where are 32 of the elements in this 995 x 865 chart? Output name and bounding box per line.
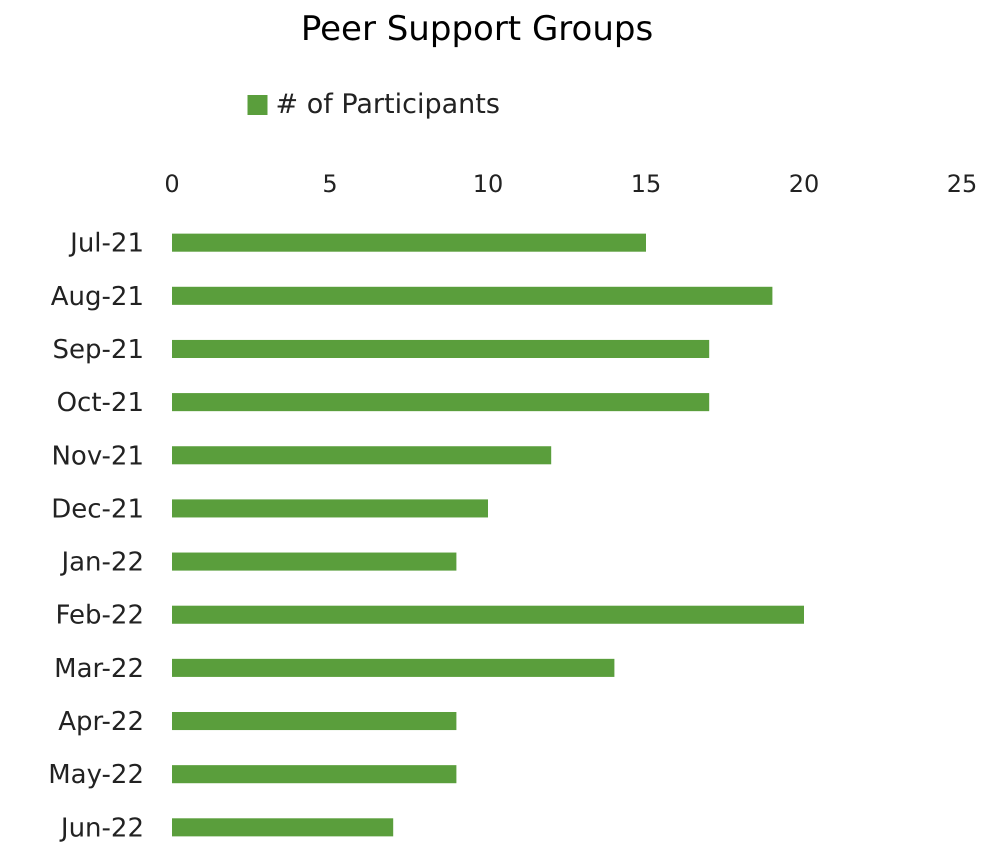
bar	[172, 234, 646, 252]
y-tick-label: Apr-22	[58, 707, 144, 738]
x-tick-label: 20	[788, 170, 820, 198]
y-tick-label: Jul-21	[68, 228, 144, 259]
y-tick-label: Jan-22	[59, 548, 144, 578]
legend-label: # of Participants	[276, 89, 500, 120]
y-tick-label: Nov-21	[51, 441, 144, 472]
bar	[172, 818, 394, 836]
y-tick-label: Mar-22	[54, 654, 144, 684]
y-tick-label: Feb-22	[56, 600, 144, 631]
bar	[172, 499, 488, 518]
y-tick-label: Oct-21	[56, 388, 144, 418]
x-tick-label: 25	[946, 170, 978, 198]
bar	[172, 765, 456, 784]
bar	[172, 658, 614, 677]
bar	[172, 393, 710, 412]
x-tick-label: 15	[630, 170, 662, 198]
bar	[172, 446, 552, 464]
bar	[172, 286, 772, 305]
chart-title: Peer Support Groups	[300, 9, 654, 49]
x-tick-label: 0	[164, 170, 180, 198]
y-tick-label: Aug-21	[50, 282, 144, 312]
x-tick-label: 10	[472, 170, 504, 198]
bar	[172, 340, 710, 358]
y-tick-label: Sep-21	[52, 334, 144, 365]
x-tick-label: 5	[322, 170, 338, 198]
y-tick-label: May-22	[48, 760, 144, 790]
y-tick-label: Dec-21	[51, 494, 144, 524]
bar	[172, 552, 456, 571]
bar	[172, 712, 456, 730]
y-tick-label: Jun-22	[58, 813, 144, 844]
bar	[172, 606, 804, 624]
